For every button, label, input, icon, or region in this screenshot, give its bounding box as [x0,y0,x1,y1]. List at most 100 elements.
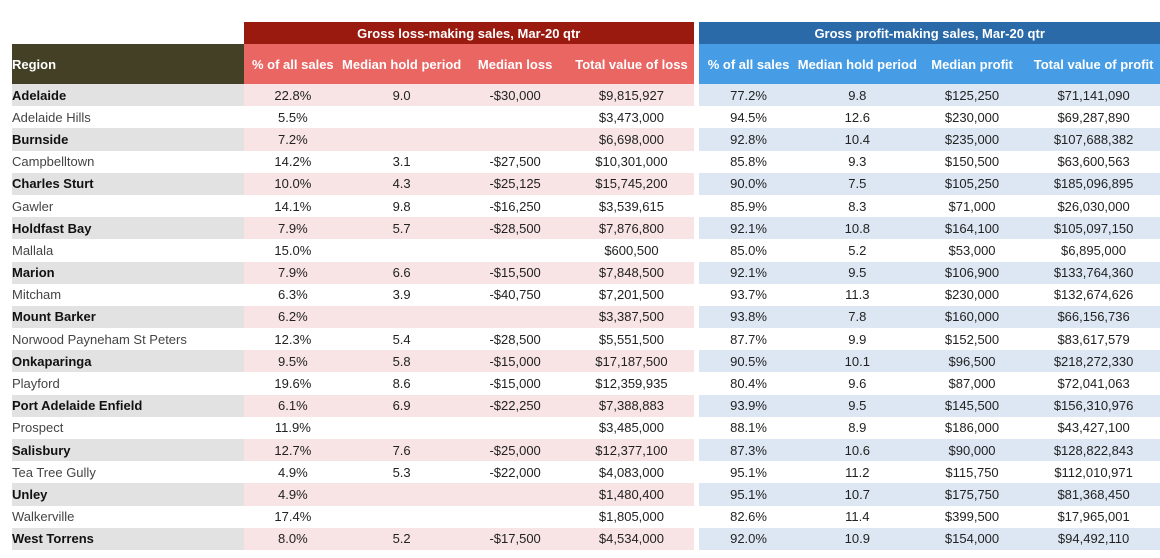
loss-hold-cell: 5.8 [342,350,462,373]
median-profit-cell: $53,000 [916,239,1028,262]
total-loss-cell: $7,201,500 [569,283,694,306]
column-separator [693,505,700,528]
sales-table: Gross loss-making sales, Mar-20 qtr Gros… [12,22,1160,550]
column-separator [693,328,700,351]
total-loss-cell: $6,698,000 [569,128,694,151]
loss-pct-cell: 4.9% [243,461,343,484]
median-profit-cell: $230,000 [916,283,1028,306]
profit-pct-cell: 93.7% [699,283,798,306]
loss-hold-cell: 5.2 [342,527,462,550]
table-row: Holdfast Bay 7.9% 5.7 -$28,500 $7,876,800 92.… [12,217,1160,240]
total-loss-cell: $15,745,200 [569,172,694,195]
median-loss-cell: -$25,125 [461,172,570,195]
loss-pct-cell: 4.9% [243,483,343,506]
median-profit-cell: $175,750 [916,483,1028,506]
profit-hold-cell: 11.4 [797,505,917,528]
loss-pct-cell: 6.3% [243,283,343,306]
total-loss-cell: $7,876,800 [569,217,694,240]
loss-hold-cell [342,128,462,151]
profit-pct-cell: 88.1% [699,416,798,439]
region-name-cell: Adelaide Hills [12,106,244,129]
loss-pct-cell: 11.9% [243,416,343,439]
region-name-cell: Mallala [12,239,244,262]
median-loss-cell: -$16,250 [461,194,570,218]
loss-hold-cell [342,505,462,528]
column-separator [693,283,700,306]
median-profit-cell: $145,500 [916,394,1028,417]
table-row: Campbelltown 14.2% 3.1 -$27,500 $10,301,000 8… [12,150,1160,173]
profit-hold-cell: 8.3 [797,194,917,218]
column-separator [693,261,700,284]
loss-pct-cell: 6.1% [243,394,343,417]
total-loss-header: Total value of loss [569,44,694,84]
region-name-cell: Playford [12,372,244,395]
region-name-cell: Mount Barker [12,305,244,329]
median-profit-cell: $152,500 [916,328,1028,351]
column-separator [693,350,700,373]
table-row: Playford 19.6% 8.6 -$15,000 $12,359,935 80.4%… [12,372,1160,395]
median-loss-cell [461,128,570,151]
median-loss-cell: -$15,000 [461,350,570,373]
region-name-cell: Tea Tree Gully [12,461,244,484]
loss-pct-cell: 22.8% [243,84,343,107]
table-row: Burnside 7.2% $6,698,000 92.8% 10.4 $235,000 $… [12,128,1160,151]
median-loss-cell: -$28,500 [461,328,570,351]
median-loss-cell [461,305,570,329]
column-separator [693,372,700,395]
profit-pct-cell: 82.6% [699,505,798,528]
loss-pct-cell: 19.6% [243,372,343,395]
total-profit-cell: $218,272,330 [1027,350,1160,373]
median-profit-cell: $160,000 [916,305,1028,329]
total-loss-cell: $4,534,000 [569,527,694,550]
loss-pct-cell: 8.0% [243,527,343,550]
table-row: Marion 7.9% 6.6 -$15,500 $7,848,500 92.1% 9.5 $… [12,261,1160,284]
region-name-cell: Onkaparinga [12,350,244,373]
total-loss-cell: $3,485,000 [569,416,694,439]
total-loss-cell: $17,187,500 [569,350,694,373]
total-loss-cell: $600,500 [569,239,694,262]
total-profit-cell: $66,156,736 [1027,305,1160,329]
loss-hold-cell: 9.8 [342,194,462,218]
column-separator [693,239,700,262]
total-loss-cell: $3,387,500 [569,305,694,329]
total-profit-cell: $43,427,100 [1027,416,1160,439]
region-name-cell: Holdfast Bay [12,217,244,240]
table-row: Mount Barker 6.2% $3,387,500 93.8% 7.8 $160,0… [12,305,1160,329]
column-separator [693,22,700,44]
total-profit-cell: $112,010,971 [1027,461,1160,484]
region-name-cell: Charles Sturt [12,172,244,195]
median-loss-cell [461,483,570,506]
group-header-row: Gross loss-making sales, Mar-20 qtr Gros… [12,22,1160,44]
profit-pct-cell: 93.9% [699,394,798,417]
column-separator [693,150,700,173]
profit-pct-cell: 85.9% [699,194,798,218]
median-profit-cell: $186,000 [916,416,1028,439]
table-row: Adelaide 22.8% 9.0 -$30,000 $9,815,927 77.2% 9… [12,84,1160,107]
median-profit-cell: $399,500 [916,505,1028,528]
group-header-spacer [12,22,244,44]
profit-pct-cell: 80.4% [699,372,798,395]
region-name-cell: Walkerville [12,505,244,528]
profit-hold-cell: 10.4 [797,128,917,151]
profit-hold-cell: 8.9 [797,416,917,439]
region-name-cell: Mitcham [12,283,244,306]
profit-pct-cell: 95.1% [699,483,798,506]
median-profit-cell: $90,000 [916,439,1028,462]
loss-pct-cell: 14.1% [243,194,343,218]
profit-pct-cell: 90.0% [699,172,798,195]
profit-pct-header: % of all sales [699,44,798,84]
region-name-cell: West Torrens [12,527,244,550]
profit-hold-cell: 10.1 [797,350,917,373]
loss-hold-cell: 9.0 [342,84,462,107]
column-separator [693,128,700,151]
profit-pct-cell: 92.1% [699,217,798,240]
total-profit-cell: $81,368,450 [1027,483,1160,506]
profit-hold-cell: 10.6 [797,439,917,462]
profit-pct-cell: 77.2% [699,84,798,107]
region-name-cell: Campbelltown [12,150,244,173]
total-profit-cell: $105,097,150 [1027,217,1160,240]
loss-pct-cell: 12.3% [243,328,343,351]
region-name-cell: Prospect [12,416,244,439]
median-loss-cell: -$15,500 [461,261,570,284]
profit-hold-cell: 9.6 [797,372,917,395]
